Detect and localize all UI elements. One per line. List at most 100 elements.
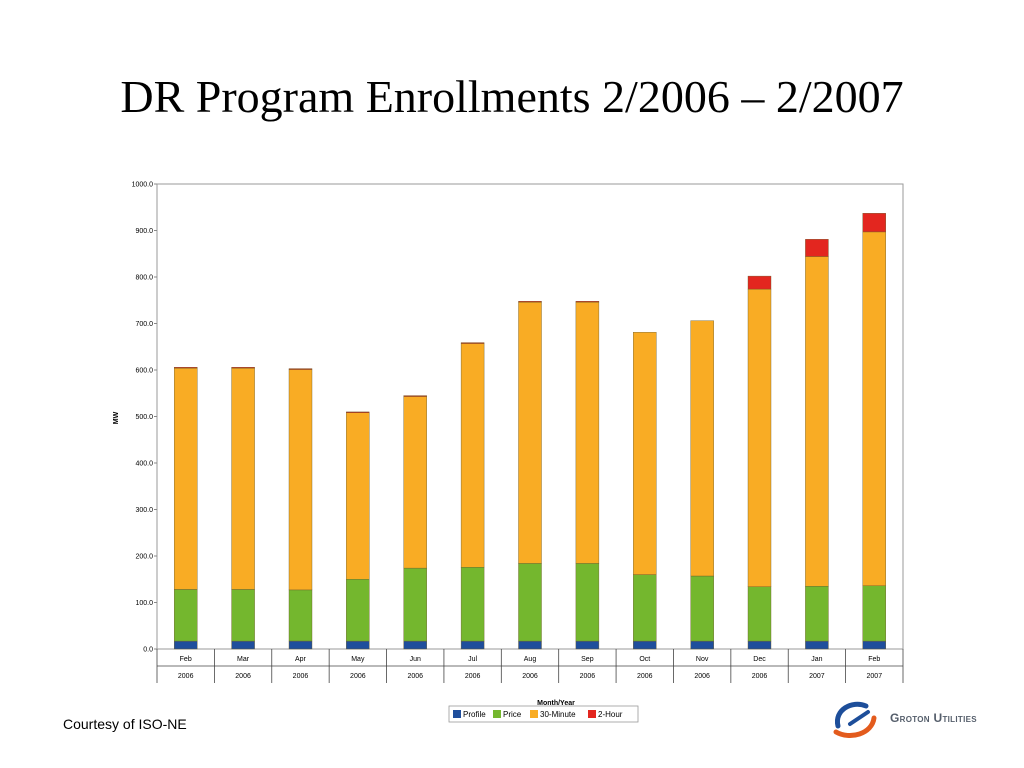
bar-segment-profile [747,640,772,650]
bar-segment-30-minute [690,320,714,577]
x-tick-label-month: Jun [410,656,421,663]
bar-segment-price [690,575,714,642]
bar-segment-price [805,586,829,642]
bar-segment-price [403,567,427,642]
y-tick-label: 100.0 [135,600,153,607]
bar-segment-2-hour [518,301,542,303]
bar-segment-30-minute [575,301,600,564]
bar-segment-profile [173,640,198,650]
bar-segment-profile [288,640,313,650]
y-tick-label: 300.0 [135,507,153,514]
x-tick-label-year: 2006 [178,673,194,680]
bar-segment-profile [231,640,255,650]
bar-segment-profile [690,640,714,650]
x-tick-label-month: Sep [581,656,594,663]
y-tick-label: 900.0 [135,228,153,235]
x-tick-label-year: 2006 [293,673,309,680]
y-tick-label: 1000.0 [132,182,154,189]
bar-segment-profile [346,640,370,650]
x-tick-label-month: Feb [868,656,880,663]
x-tick-label-year: 2006 [694,673,710,680]
y-tick-label: 200.0 [135,554,153,561]
x-tick-label-year: 2006 [752,673,768,680]
y-tick-label: 700.0 [135,321,153,328]
bar-segment-2-hour [862,213,886,233]
x-tick-label-year: 2006 [350,673,366,680]
legend-label: Price [503,710,522,719]
logo-swirl-icon [833,701,877,738]
y-tick-label: 600.0 [135,368,153,375]
bar-segment-30-minute [460,343,485,568]
y-axis: 0.0 100.0 200.0 300.0 400.0 500.0 600.0 700.0 80… [132,182,157,654]
x-tick-label-month: Apr [295,656,307,663]
bar-segment-30-minute [747,288,772,587]
bar-segment-2-hour [231,367,255,369]
x-tick-label-month: Aug [524,656,537,663]
legend-swatch [493,710,501,718]
bar-segment-30-minute [288,369,313,591]
bar-segment-30-minute [518,301,542,564]
x-tick-label-year: 2007 [867,673,883,680]
bar-segment-2-hour [403,395,427,397]
x-tick-label-year: 2006 [637,673,653,680]
bar-segment-2-hour [747,275,772,290]
bar-segment-2-hour [173,367,198,369]
legend-swatch [588,710,596,718]
x-tick-label-year: 2006 [522,673,538,680]
x-tick-label-year: 2006 [465,673,481,680]
y-tick-label: 800.0 [135,275,153,282]
bar-segment-2-hour [288,368,313,370]
bar-segment-profile [862,640,886,650]
x-tick-label-month: Feb [180,656,192,663]
x-axis-title: Month/Year [537,700,575,707]
bar-segment-30-minute [346,412,370,580]
y-tick-label: 500.0 [135,414,153,421]
legend-label: Profile [463,710,486,719]
x-tick-label-year: 2006 [580,673,596,680]
x-tick-label-month: Jan [811,656,822,663]
y-tick-label: 0.0 [143,647,153,654]
bar-segment-price [346,579,370,642]
courtesy-note: Courtesy of ISO-NE [63,716,187,732]
bar-segment-30-minute [862,231,886,586]
bar-segment-price [747,586,772,642]
bar-segment-price [575,563,600,642]
bar-segment-30-minute [231,367,255,590]
x-tick-label-month: Oct [639,656,650,663]
x-axis: Feb 2006 Mar 2006 Apr 2006 May 2006 Jun 2006 Jul 20… [156,649,904,683]
bar-segment-profile [403,640,427,650]
bar-segment-price [518,563,542,642]
bar-segment-price [862,585,886,642]
bar-segment-30-minute [805,256,829,587]
bar-segment-price [173,589,198,642]
x-tick-label-month: Dec [753,656,766,663]
y-tick-label: 400.0 [135,461,153,468]
bar-segment-2-hour [805,239,829,257]
legend: Profile Price 30-Minute 2-Hour [448,705,639,723]
groton-utilities-logo: Groton Utilities [828,696,978,742]
bar-segment-2-hour [575,301,600,303]
x-tick-label-year: 2007 [809,673,825,680]
x-tick-label-year: 2006 [235,673,251,680]
bar-segment-profile [518,640,542,650]
legend-label: 30-Minute [540,710,576,719]
bars-group [173,213,886,650]
bar-segment-price [288,589,313,642]
x-tick-label-month: May [351,656,365,663]
logo-text: Groton Utilities [890,711,977,725]
bar-segment-profile [805,640,829,650]
bar-segment-price [231,589,255,642]
x-tick-label-month: Nov [696,656,709,663]
legend-swatch [453,710,461,718]
x-tick-label-month: Jul [468,656,477,663]
bar-segment-price [460,567,485,642]
slide-title: DR Program Enrollments 2/2006 – 2/2007 [120,71,904,122]
bar-segment-profile [575,640,600,650]
bar-segment-30-minute [403,396,427,569]
bar-segment-profile [460,640,485,650]
x-tick-label-month: Mar [237,656,250,663]
bar-segment-price [633,574,657,642]
bar-segment-profile [633,640,657,650]
legend-label: 2-Hour [598,710,623,719]
